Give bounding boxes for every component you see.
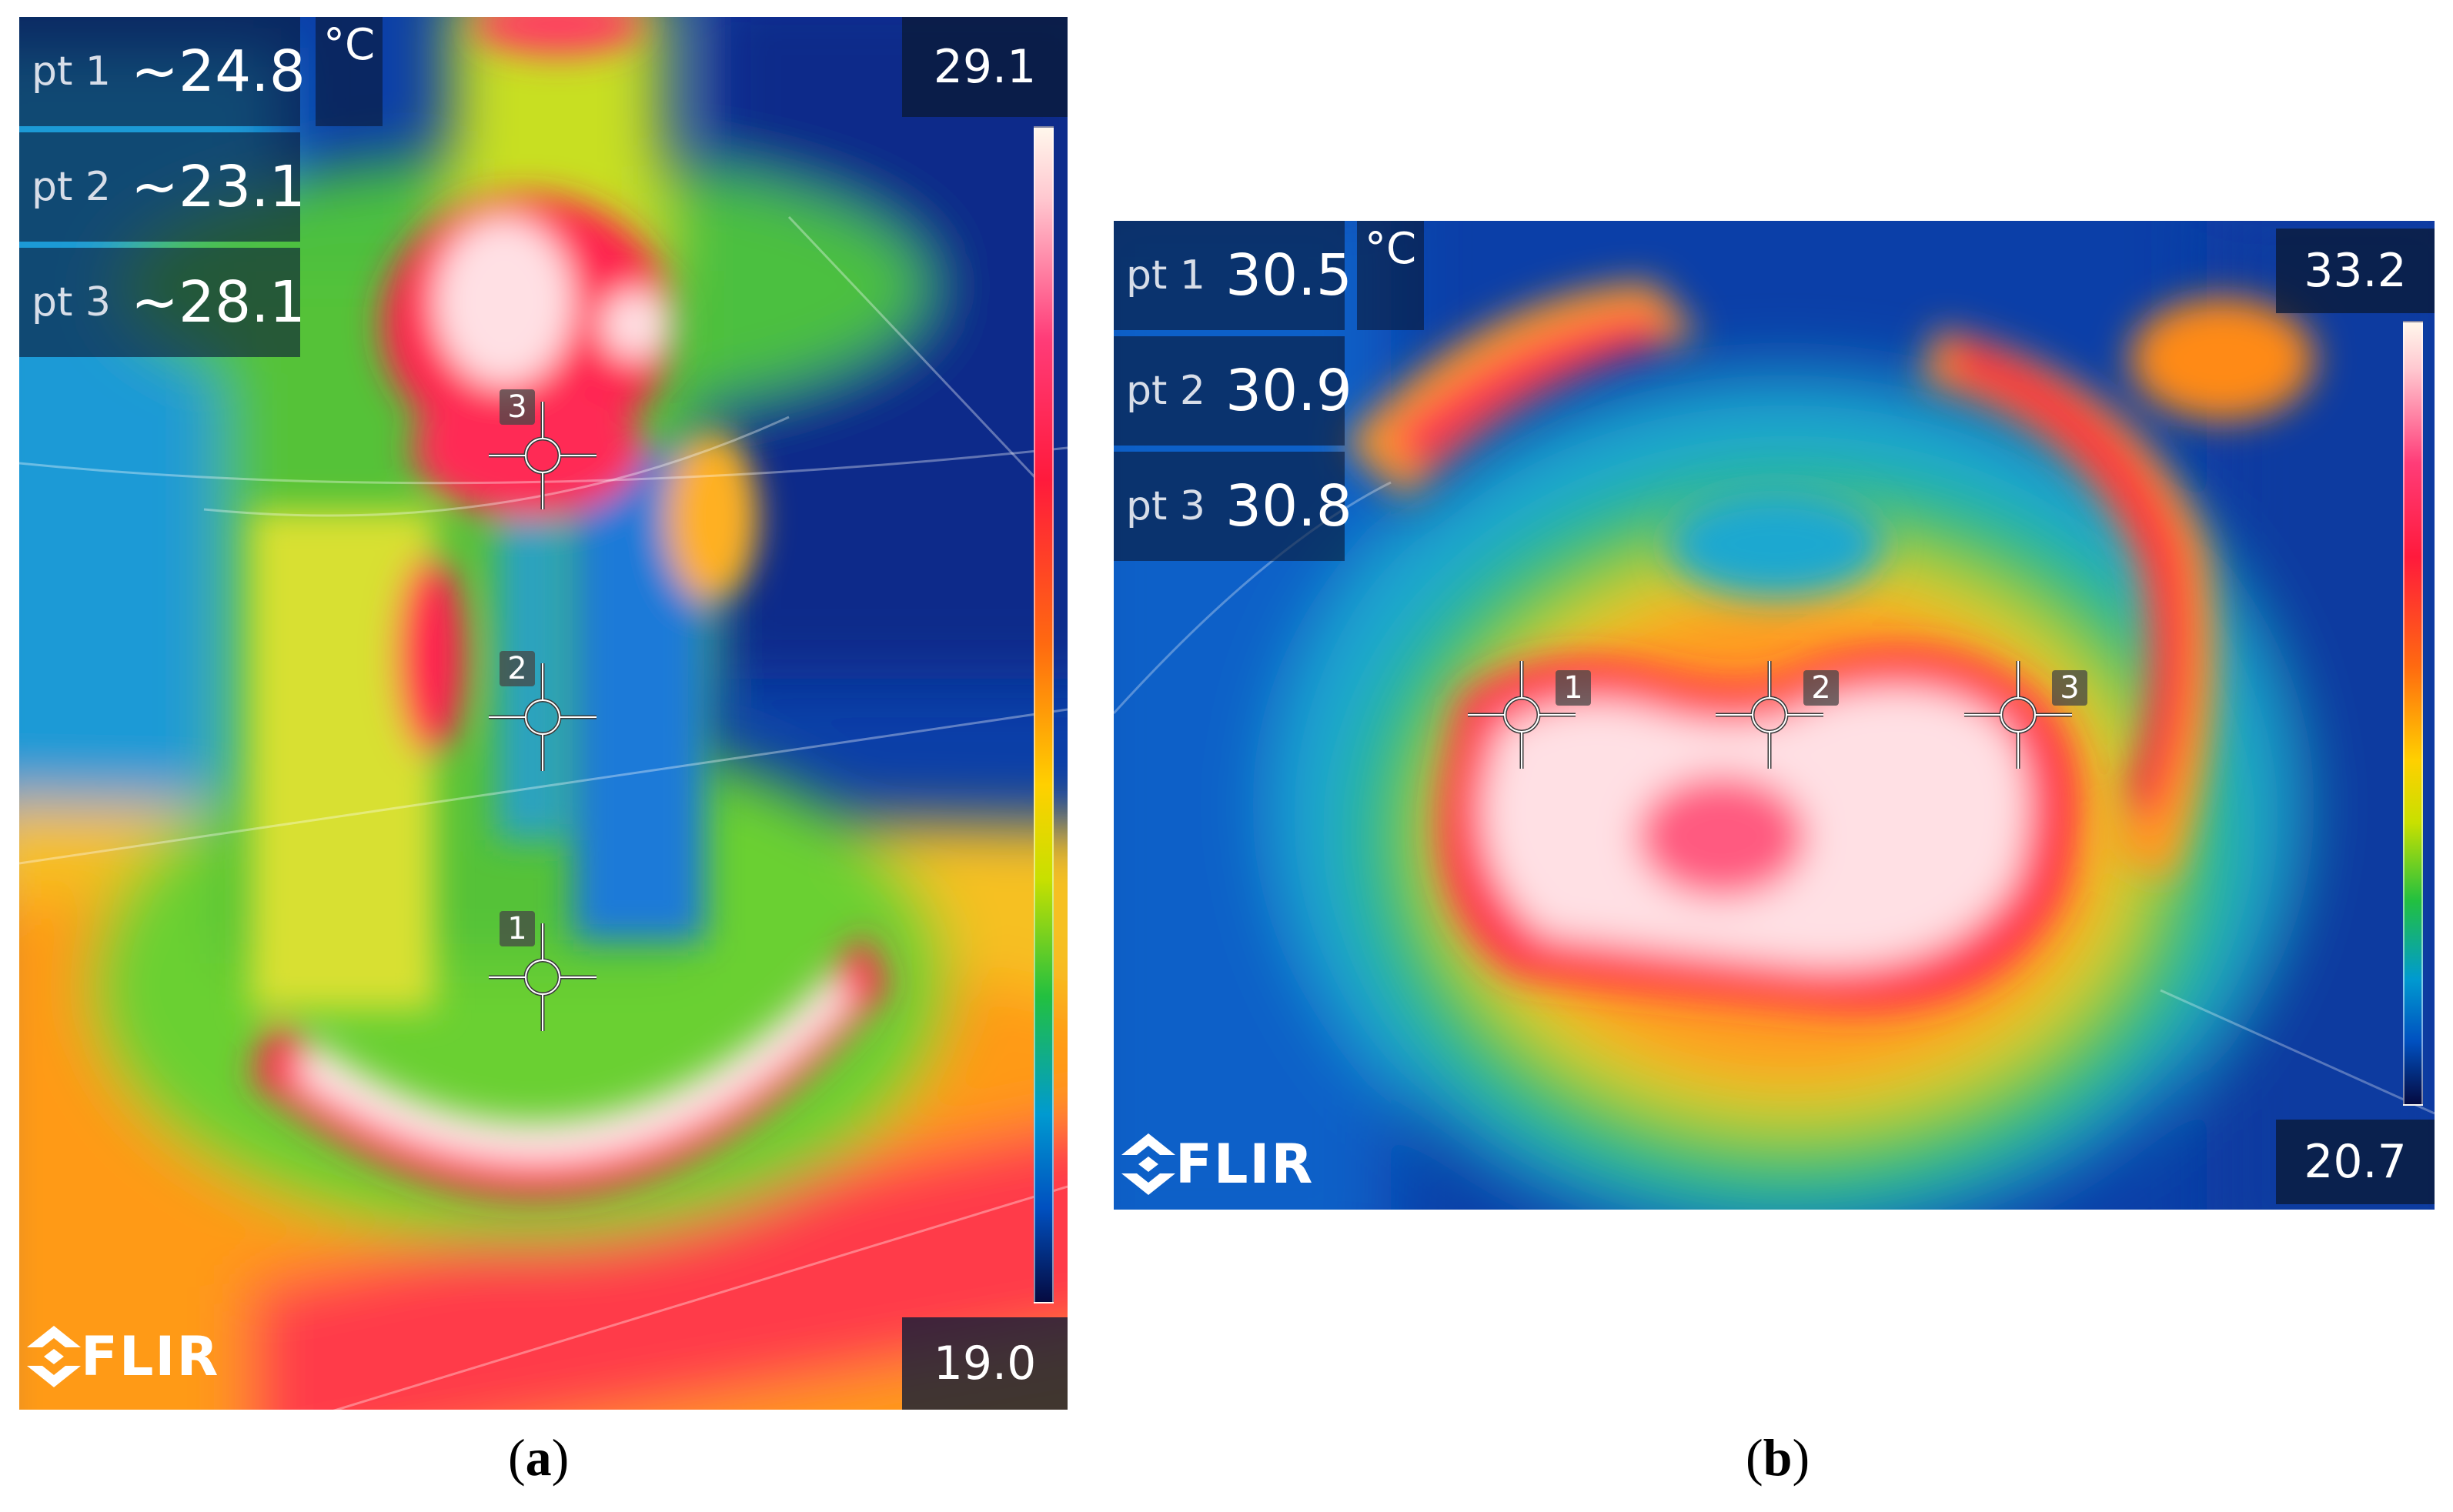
point-label: pt 2 [32,164,112,210]
crosshair-spot-icon [1964,661,2072,769]
cursor-tag-3-b: 3 [2052,670,2087,706]
unit-label-a: °C [316,17,383,126]
caption-letter: b [1763,1428,1793,1487]
unit-label-b: °C [1357,221,1425,330]
thermal-image-b: pt 1 30.5 °C pt 2 30.9 pt 3 30.8 33.2 20… [1114,221,2435,1210]
point-value: ~28.1 [131,269,306,335]
readout-pt3-b: pt 3 30.8 [1114,452,1352,561]
scale-min-b: 20.7 [2276,1120,2435,1204]
point-value: ~23.1 [131,154,306,220]
color-scale-bar-a [1034,126,1054,1303]
flir-diamond-logo-icon [27,1326,81,1387]
cursor-tag-2-b: 2 [1803,670,1839,706]
readout-pt1-b: pt 1 30.5 [1114,221,1352,330]
flir-logo-b: FLIR [1121,1133,1314,1196]
flir-diamond-logo-icon [1121,1133,1175,1195]
color-scale-bar-b [2403,321,2423,1106]
point-label: pt 3 [32,279,112,325]
point-value: ~24.8 [131,38,306,105]
crosshair-spot-icon [1716,661,1823,769]
readout-pt1-a: pt 1 ~24.8 [19,17,306,126]
caption-b: (b) [1746,1428,1810,1487]
cursor-tag-1-b: 1 [1556,670,1591,706]
caption-a: (a) [508,1428,570,1487]
point-value: 30.8 [1225,473,1352,539]
readout-pt2-a: pt 2 ~23.1 [19,132,306,242]
crosshair-spot-icon [489,402,597,509]
point-label: pt 2 [1126,368,1206,414]
cursor-tag-3-a: 3 [500,389,535,425]
logo-text: FLIR [1175,1133,1315,1196]
point-label: pt 1 [32,48,112,95]
scale-max-b: 33.2 [2276,229,2435,313]
cursor-tag-1-a: 1 [500,911,535,946]
flir-logo-a: FLIR [27,1325,219,1388]
crosshair-spot-icon [1468,661,1576,769]
logo-text: FLIR [81,1325,220,1388]
point-label: pt 1 [1126,252,1206,299]
readout-pt3-a: pt 3 ~28.1 [19,248,306,357]
caption-letter: a [525,1428,552,1487]
thermal-heatmap-b [1114,221,2435,1210]
crosshair-spot-icon [489,663,597,771]
point-label: pt 3 [1126,483,1206,529]
point-value: 30.9 [1225,358,1352,424]
crosshair-spot-icon [489,923,597,1031]
scale-min-a: 19.0 [902,1317,1068,1410]
scale-max-a: 29.1 [902,17,1068,117]
point-value: 30.5 [1225,242,1352,309]
cursor-tag-2-a: 2 [500,651,535,686]
thermal-image-a: pt 1 ~24.8 °C pt 2 ~23.1 pt 3 ~28.1 29.1… [19,17,1068,1410]
readout-pt2-b: pt 2 30.9 [1114,336,1352,446]
